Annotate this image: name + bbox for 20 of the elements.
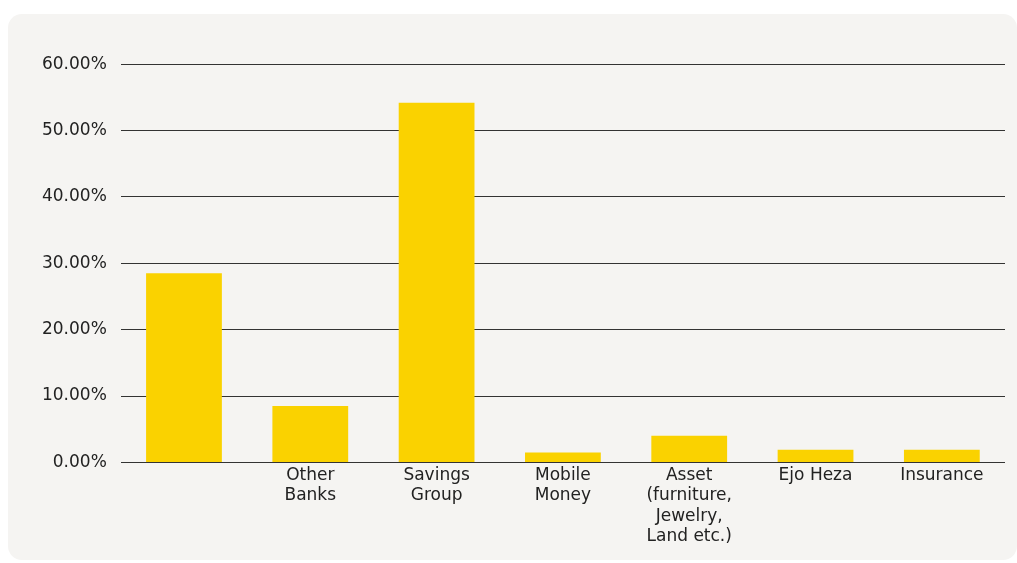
y-tick-label: 20.00% bbox=[41, 318, 107, 339]
x-tick-label: Ejo Heza bbox=[778, 464, 853, 485]
y-tick-label: 0.00% bbox=[52, 450, 107, 471]
x-tick-label: Other Banks bbox=[284, 464, 337, 505]
bar bbox=[146, 273, 222, 462]
bar bbox=[903, 449, 980, 462]
x-tick-label: Mobile Money bbox=[534, 464, 592, 505]
bar bbox=[398, 102, 475, 462]
bar bbox=[651, 435, 728, 462]
bar bbox=[777, 449, 854, 462]
y-tick-label: 50.00% bbox=[41, 118, 107, 139]
y-tick-label: 30.00% bbox=[41, 251, 107, 272]
x-tick-label: Asset (furniture, Jewelry, Land etc.) bbox=[646, 464, 732, 546]
bar bbox=[272, 405, 349, 462]
y-tick-label: 60.00% bbox=[41, 52, 107, 73]
y-tick-label: 40.00% bbox=[41, 185, 107, 206]
x-tick-label: Savings Group bbox=[403, 464, 470, 505]
bar bbox=[525, 452, 601, 462]
y-tick-label: 10.00% bbox=[41, 384, 107, 405]
x-tick-label: Insurance bbox=[900, 464, 984, 485]
